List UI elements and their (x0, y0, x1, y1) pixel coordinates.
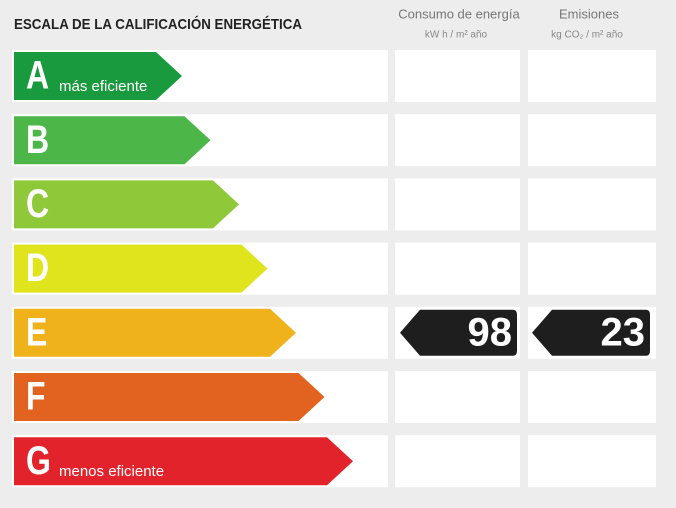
value-cell (528, 371, 656, 423)
value-cell (528, 178, 656, 231)
rating-note: más eficiente (59, 78, 147, 95)
rating-letter: F (26, 373, 46, 418)
rating-arrow (14, 308, 296, 357)
rating-letter: D (26, 245, 49, 290)
value-cell (395, 178, 520, 231)
rating-arrow (14, 373, 325, 421)
rating-arrow (14, 244, 268, 293)
value-cell (395, 114, 520, 167)
value-cell (395, 371, 520, 423)
column-unit: kW h / m² año (425, 30, 488, 41)
value-cell (528, 242, 656, 295)
value-text: 98 (468, 310, 513, 354)
value-arrow (532, 309, 650, 356)
column-unit: kg CO₂ / m² año (551, 30, 623, 41)
rating-arrow (14, 180, 239, 229)
rating-letter: B (26, 116, 49, 161)
value-cell (395, 435, 520, 488)
value-cell (528, 435, 656, 488)
rating-letter: E (26, 309, 47, 354)
value-text: 23 (601, 310, 646, 354)
rating-letter: C (26, 181, 49, 226)
value-cell (395, 242, 520, 295)
rating-arrow (14, 437, 353, 486)
value-arrow (400, 309, 517, 356)
value-cell (395, 50, 520, 102)
value-cell (528, 114, 656, 167)
rating-arrow (14, 52, 182, 100)
rating-note: menos eficiente (59, 463, 164, 480)
column-title: Consumo de energía (398, 6, 520, 21)
title: ESCALA DE LA CALIFICACIÓN ENERGÉTICA (14, 15, 302, 33)
value-cell (528, 50, 656, 102)
rating-letter: G (26, 437, 51, 482)
rating-letter: A (26, 52, 49, 97)
column-title: Emisiones (559, 6, 619, 21)
rating-arrow (14, 116, 211, 165)
